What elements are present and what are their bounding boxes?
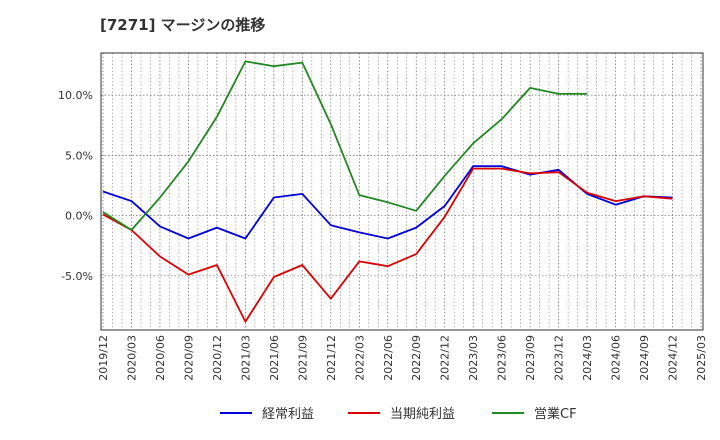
series-line: [102, 60, 588, 231]
x-tick-label: 2020/12: [211, 335, 224, 381]
x-tick-label: 2024/09: [638, 335, 651, 381]
x-tick-label: 2021/06: [268, 335, 281, 381]
y-tick-labels: -5.0% 0.0% 5.0% 10.0%: [58, 89, 93, 283]
x-tick-label: 2019/12: [97, 335, 110, 381]
y-tick-label: 5.0%: [65, 149, 93, 162]
legend-label: 経常利益: [262, 407, 314, 422]
x-tick-label: 2020/03: [125, 335, 138, 381]
y-tick-label: 10.0%: [58, 89, 93, 102]
x-tick-label: 2021/09: [296, 335, 309, 381]
plot-border: [100, 52, 704, 331]
x-tick-label: 2023/06: [496, 335, 509, 381]
x-tick-label: 2024/06: [610, 335, 623, 381]
y-tick-label: -5.0%: [61, 270, 93, 283]
x-tick-labels: 2019/12 2020/03 2020/06 2020/09 2020/12 2021/…: [97, 335, 708, 381]
x-tick-label: 2022/06: [382, 335, 395, 381]
x-tick-label: 2023/12: [553, 335, 566, 381]
legend-label: 営業CF: [534, 406, 577, 422]
legend: 経常利益 当期純利益 営業CF: [220, 406, 577, 422]
x-tick-label: 2024/12: [667, 335, 680, 381]
plot-area: [101, 53, 703, 330]
x-tick-label: 2022/12: [439, 335, 452, 381]
x-tick-label: 2023/03: [467, 335, 480, 381]
chart-title: [7271] マージンの推移: [100, 16, 266, 34]
x-tick-label: 2022/09: [410, 335, 423, 381]
x-tick-label: 2020/09: [182, 335, 195, 381]
x-tick-label: 2021/12: [325, 335, 338, 381]
legend-label: 当期純利益: [390, 407, 455, 422]
series-lines: [102, 60, 673, 323]
x-tick-label: 2025/03: [695, 335, 708, 381]
series-line: [102, 167, 673, 323]
horizontal-gridlines: [101, 94, 703, 277]
x-tick-label: 2023/09: [524, 335, 537, 381]
vertical-gridlines: [102, 53, 702, 330]
x-tick-label: 2021/03: [239, 335, 252, 381]
x-tick-label: 2024/03: [581, 335, 594, 381]
x-tick-label: 2022/03: [353, 335, 366, 381]
y-tick-label: 0.0%: [65, 210, 93, 223]
x-tick-label: 2020/06: [154, 335, 167, 381]
